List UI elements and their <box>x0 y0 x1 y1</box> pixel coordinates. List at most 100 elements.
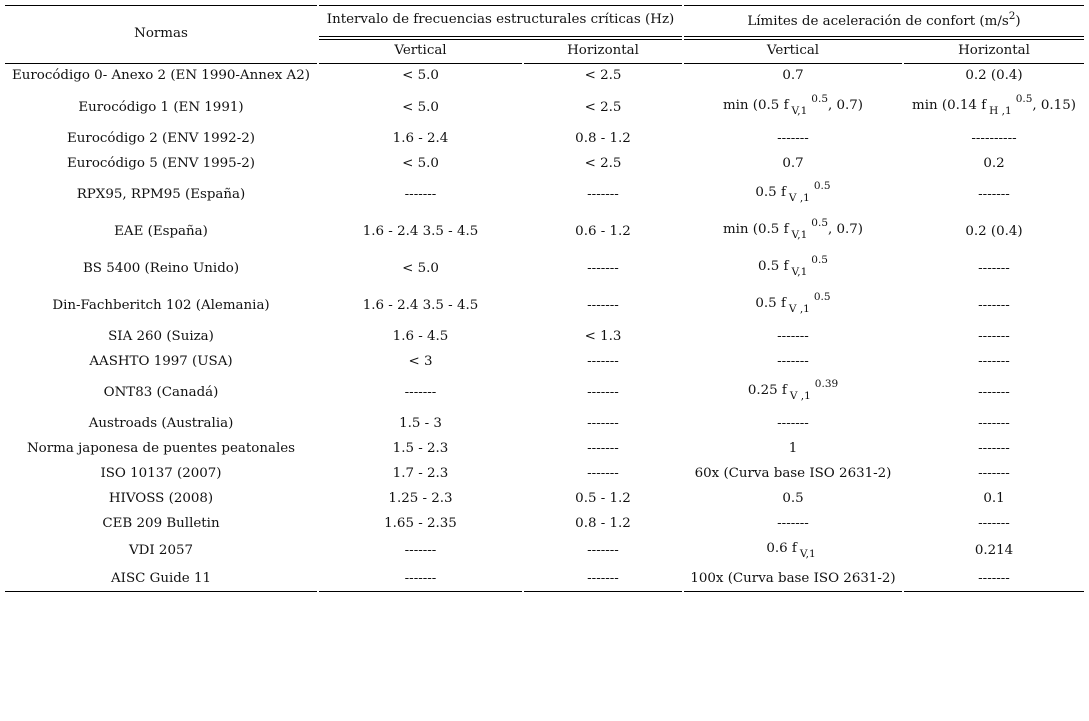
cell-freq-v: 1.5 - 3 <box>399 416 442 431</box>
header-acc-horizontal: Horizontal <box>958 43 1030 58</box>
header-rule <box>319 63 522 64</box>
formula-post: , 0.7) <box>828 222 864 237</box>
cell-acc-v: 0.5 <box>782 491 804 506</box>
cell-freq-v: ------- <box>404 385 437 400</box>
cell-acc-v: ------- <box>777 131 809 146</box>
cell-norma: Eurocódigo 1 (EN 1991) <box>78 100 244 115</box>
formula-pre: min (0.14 f <box>912 98 987 113</box>
cell-freq-v: 1.6 - 2.4 <box>392 131 449 146</box>
cell-norma: Din-Fachberitch 102 (Alemania) <box>52 298 270 313</box>
formula-sub: V ,1 <box>788 192 810 204</box>
cell-acc-v: ------- <box>777 416 809 431</box>
cell-freq-v: 1.6 - 4.5 <box>392 329 449 344</box>
cell-norma: Austroads (Australia) <box>88 416 234 431</box>
cell-acc-v: 1 <box>788 441 798 456</box>
group-rule <box>319 39 682 40</box>
formula-sub: V,1 <box>791 105 808 117</box>
header-freq-vertical: Vertical <box>394 43 447 58</box>
formula-sup: 0.5 <box>813 291 831 303</box>
formula-sub: V,1 <box>791 229 808 241</box>
header-normas: Normas <box>134 26 188 41</box>
cell-freq-v: ------- <box>404 571 437 586</box>
header-rule <box>684 63 902 64</box>
formula-sup: 0.5 <box>811 217 828 229</box>
formula-sup: 0.5 <box>811 93 828 105</box>
cell-freq-h: < 2.5 <box>584 156 622 171</box>
formula-pre: min (0.5 f <box>722 98 789 113</box>
cell-norma: ONT83 (Canadá) <box>103 385 219 400</box>
cell-freq-h: < 2.5 <box>584 100 622 115</box>
formula: 0.6 f V,1 <box>766 541 819 560</box>
top-rule <box>684 5 1084 6</box>
formula-pre: 0.5 f <box>755 185 786 200</box>
formula: min (0.5 f V,10.5, 0.7) <box>722 93 864 117</box>
header-rule <box>904 63 1084 64</box>
cell-acc-h: ---------- <box>971 131 1017 146</box>
cell-freq-v: ------- <box>404 187 437 202</box>
cell-freq-h: 0.5 - 1.2 <box>575 491 631 506</box>
formula-post: , 0.7) <box>828 98 864 113</box>
cell-norma: ISO 10137 (2007) <box>100 466 222 481</box>
cell-acc-v: 100x (Curva base ISO 2631-2) <box>690 571 896 586</box>
cell-norma: BS 5400 (Reino Unido) <box>82 261 240 276</box>
cell-freq-h: < 1.3 <box>584 329 622 344</box>
cell-freq-v: 1.6 - 2.4 3.5 - 4.5 <box>362 224 479 239</box>
formula-pre: 0.5 f <box>755 296 786 311</box>
formula-pre: 0.25 f <box>747 383 787 398</box>
formula-sup: 0.5 <box>813 180 831 192</box>
cell-freq-h: 0.8 - 1.2 <box>575 131 631 146</box>
cell-norma: AASHTO 1997 (USA) <box>89 354 233 369</box>
formula-post: , 0.15) <box>1032 98 1076 113</box>
cell-acc-v: 0.6 f V,1 <box>684 541 902 560</box>
cell-acc-h: ------- <box>978 571 1010 586</box>
cell-freq-h: ------- <box>587 385 619 400</box>
top-rule <box>5 5 317 6</box>
bottom-rule <box>684 591 902 592</box>
cell-acc-v: 60x (Curva base ISO 2631-2) <box>694 466 892 481</box>
formula-sup: 0.5 <box>1015 93 1033 105</box>
cell-norma: SIA 260 (Suiza) <box>108 329 214 344</box>
cell-freq-h: < 2.5 <box>584 68 622 83</box>
cell-freq-v: 1.7 - 2.3 <box>392 466 449 481</box>
cell-acc-h: ------- <box>978 298 1010 313</box>
formula-pre: min (0.5 f <box>722 222 789 237</box>
cell-acc-h: 0.214 <box>974 543 1014 558</box>
cell-freq-h: ------- <box>587 298 619 313</box>
formula-sub: V ,1 <box>788 303 810 315</box>
formula-sub: V ,1 <box>789 390 811 402</box>
cell-acc-h: 0.2 <box>983 156 1005 171</box>
cell-acc-h: 0.1 <box>983 491 1005 506</box>
cell-freq-v: < 5.0 <box>402 68 439 83</box>
bottom-rule <box>319 591 522 592</box>
cell-acc-v: ------- <box>777 329 809 344</box>
cell-acc-v: min (0.5 f V,10.5, 0.7) <box>684 217 902 241</box>
cell-acc-v: min (0.5 f V,10.5, 0.7) <box>684 93 902 117</box>
cell-acc-v: 0.7 <box>782 68 804 83</box>
cell-freq-v: < 5.0 <box>402 156 439 171</box>
cell-norma: CEB 209 Bulletin <box>102 516 220 531</box>
cell-freq-h: ------- <box>587 261 619 276</box>
top-rule <box>319 5 682 6</box>
cell-acc-h: 0.2 (0.4) <box>965 68 1023 83</box>
cell-norma: EAE (España) <box>114 224 208 239</box>
formula-sub: V,1 <box>799 548 816 560</box>
cell-acc-v: ------- <box>777 354 809 369</box>
cell-acc-h: ------- <box>978 466 1010 481</box>
cell-norma: Eurocódigo 0- Anexo 2 (EN 1990-Annex A2) <box>12 68 310 83</box>
cell-acc-h: 0.2 (0.4) <box>965 224 1023 239</box>
cell-acc-h: ------- <box>978 385 1010 400</box>
bottom-rule <box>904 591 1084 592</box>
cell-freq-h: 0.8 - 1.2 <box>575 516 631 531</box>
header-rule <box>524 63 682 64</box>
cell-freq-h: ------- <box>587 416 619 431</box>
formula-sub: V,1 <box>791 266 808 278</box>
cell-norma: HIVOSS (2008) <box>108 491 214 506</box>
cell-acc-h: ------- <box>978 516 1010 531</box>
cell-norma: VDI 2057 <box>128 543 194 558</box>
cell-acc-h: ------- <box>978 261 1010 276</box>
formula-sub: H ,1 <box>989 105 1012 117</box>
